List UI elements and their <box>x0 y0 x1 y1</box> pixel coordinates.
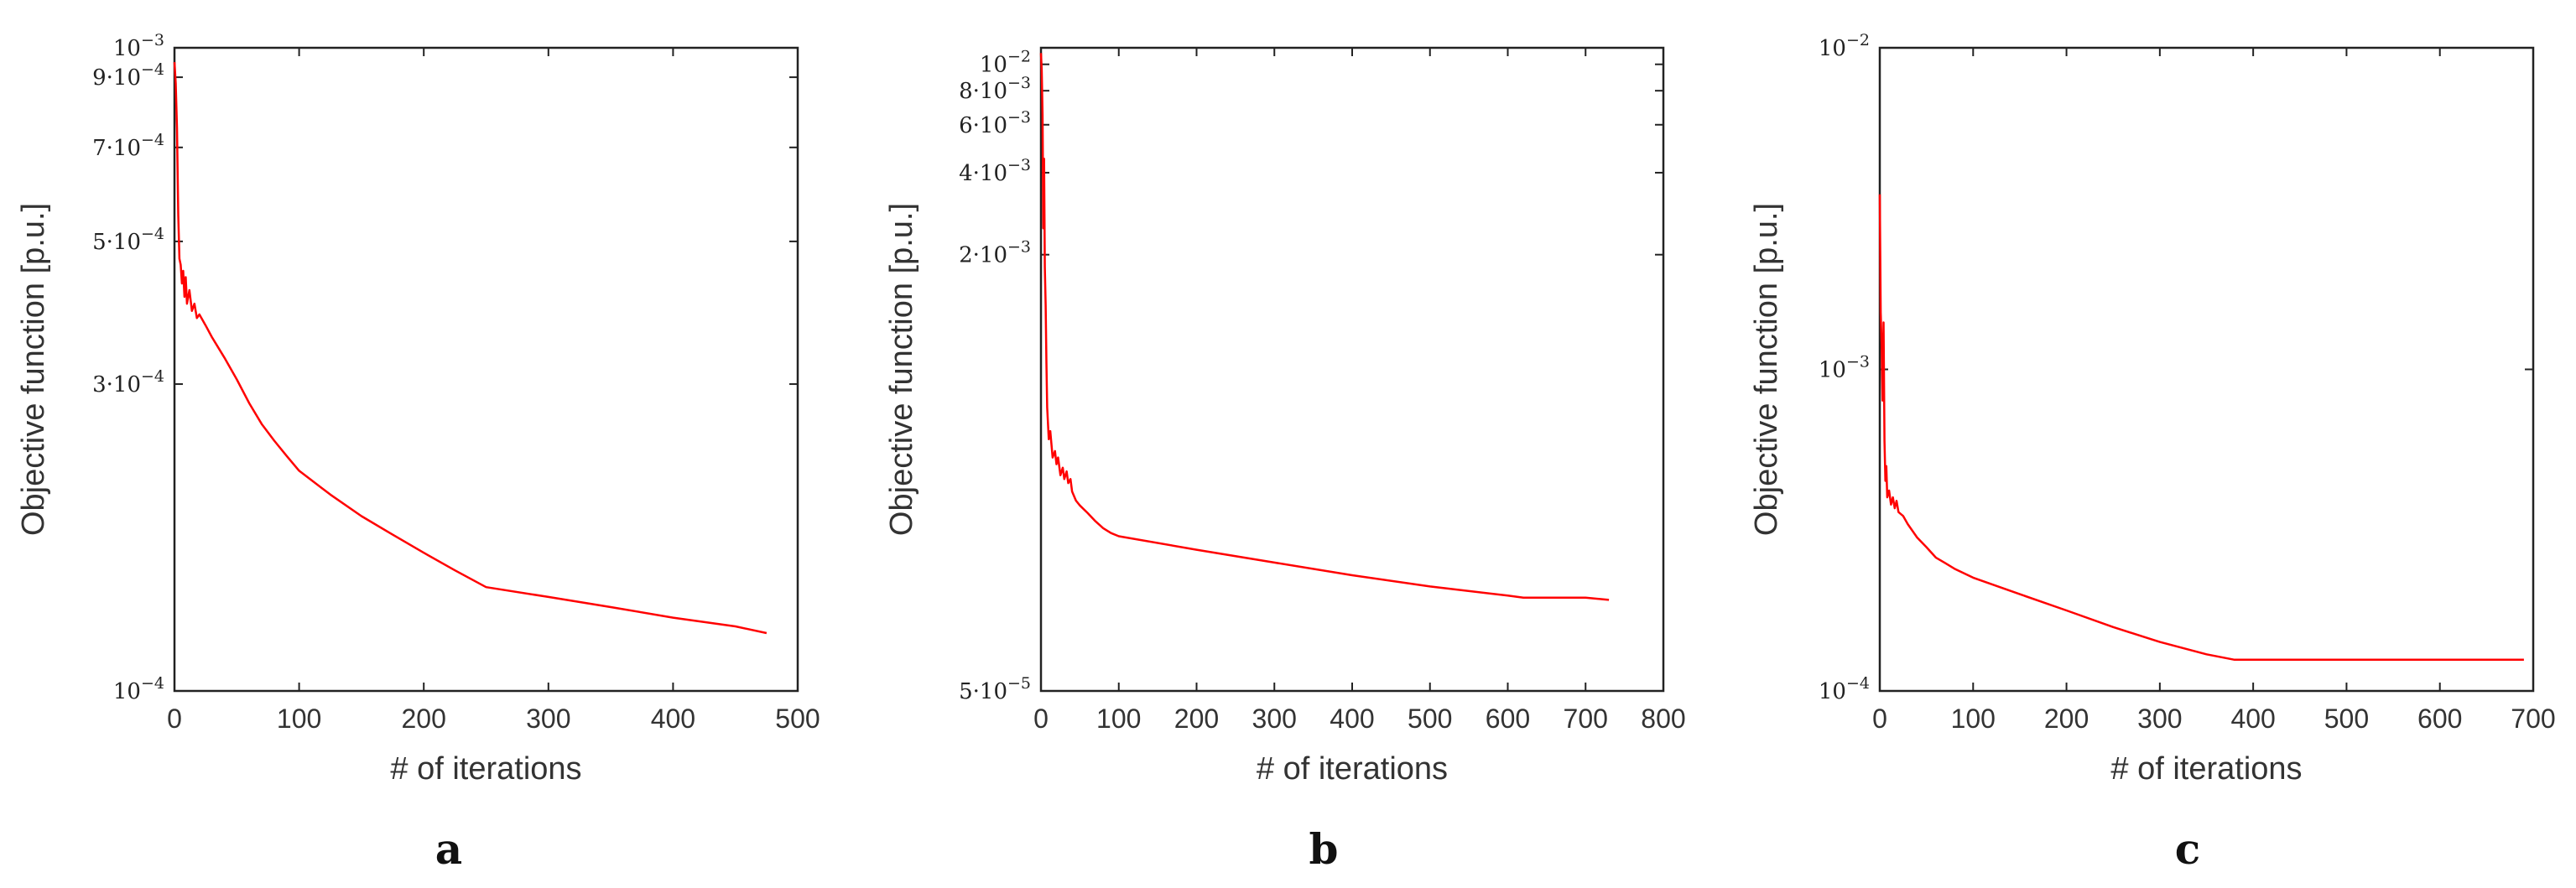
x-tick-label: 400 <box>1330 704 1374 734</box>
x-tick-label: 100 <box>1096 704 1141 734</box>
x-axis-label: # of iterations <box>1257 751 1448 787</box>
y-tick-label: 10−2 <box>980 48 1031 78</box>
series-line-objective <box>1878 194 2524 662</box>
x-tick-label: 300 <box>526 704 570 734</box>
y-tick-label: 8·10−3 <box>959 74 1031 104</box>
y-tick-label: 4·10−3 <box>959 156 1031 186</box>
x-axis-label: # of iterations <box>2110 751 2302 787</box>
panel-label: c <box>2175 824 2200 874</box>
y-tick-label: 6·10−3 <box>959 108 1031 138</box>
series-line-objective <box>173 62 768 635</box>
y-tick-label: 9·10−4 <box>92 60 164 91</box>
x-tick-label: 0 <box>167 704 182 734</box>
y-tick-label: 2·10−3 <box>959 238 1031 268</box>
plot-frame <box>1878 46 2535 693</box>
x-tick-label: 700 <box>1564 704 1608 734</box>
x-tick-label: 500 <box>1408 704 1452 734</box>
plot-frame <box>173 46 799 693</box>
panel-c: 0 100 200 300 400 500 600 700 10−4 10−3 10−2 # of i… <box>1749 31 2556 874</box>
y-tick-label: 5·10−5 <box>959 674 1031 704</box>
y-tick-label: 10−4 <box>113 674 164 704</box>
y-tick-label: 10−4 <box>1819 674 1870 704</box>
x-tick-label: 300 <box>1252 704 1297 734</box>
y-axis-label: Objective function [p.u.] <box>884 203 919 536</box>
x-tick-label: 600 <box>1486 704 1530 734</box>
x-tick-label: 200 <box>402 704 446 734</box>
y-tick-label: 10−2 <box>1819 31 1870 61</box>
x-tick-label: 400 <box>651 704 695 734</box>
panel-b: 0 100 200 300 400 500 600 700 800 5·10−5 2·10−3 4·1… <box>884 46 1686 874</box>
x-tick-label: 0 <box>1033 704 1049 734</box>
panel-a: 0 100 200 300 400 500 10−4 3·10−4 5·10−4 7·10−4 9·… <box>16 31 820 874</box>
series-line-objective <box>1039 53 1610 601</box>
y-axis-label: Objective function [p.u.] <box>16 203 51 536</box>
x-tick-label: 500 <box>2324 704 2369 734</box>
x-tick-label: 700 <box>2511 704 2555 734</box>
y-axis-label: Objective function [p.u.] <box>1749 203 1784 536</box>
y-tick-label: 10−3 <box>1819 353 1870 383</box>
y-tick-label: 10−3 <box>113 31 164 61</box>
x-tick-label: 800 <box>1641 704 1685 734</box>
panel-label: b <box>1309 824 1339 874</box>
panel-label: a <box>435 824 462 874</box>
x-tick-label: 500 <box>775 704 820 734</box>
x-tick-label: 300 <box>2137 704 2182 734</box>
x-tick-label: 400 <box>2230 704 2275 734</box>
y-tick-label: 3·10−4 <box>92 367 164 397</box>
x-tick-label: 200 <box>1174 704 1219 734</box>
x-tick-label: 0 <box>1872 704 1887 734</box>
x-tick-label: 100 <box>1951 704 1996 734</box>
y-tick-label: 7·10−4 <box>92 131 164 161</box>
plot-frame <box>1039 46 1665 693</box>
x-tick-label: 600 <box>2417 704 2462 734</box>
x-tick-label: 200 <box>2044 704 2089 734</box>
x-tick-label: 100 <box>277 704 321 734</box>
y-tick-label: 5·10−4 <box>92 225 164 255</box>
x-axis-label: # of iterations <box>390 751 581 787</box>
